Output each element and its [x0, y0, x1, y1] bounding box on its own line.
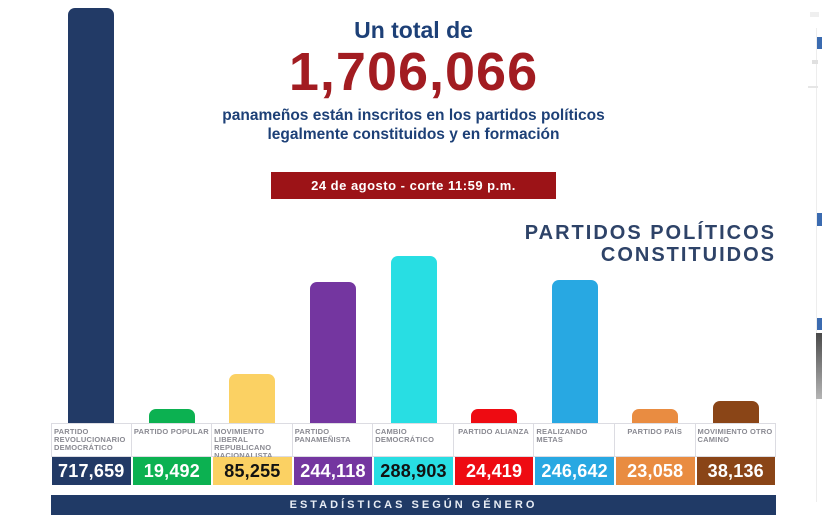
bar-area: [454, 0, 535, 423]
gender-stats-banner: ESTADÍSTICAS SEGÚN GÉNERO: [51, 495, 776, 515]
party-value: 23,058: [614, 457, 696, 485]
page-edge-blue-fragment: [817, 318, 822, 330]
header: Un total de 1,706,066 panameños están in…: [51, 0, 776, 199]
bar-area: [696, 0, 777, 423]
page-edge-blue-fragment: [817, 213, 822, 226]
party-name: PARTIDO PANAMEÑISTA: [294, 427, 351, 444]
party-column: CAMBIO DEMOCRÁTICO 288,903: [373, 0, 454, 485]
header-subtitle-line1: panameños están inscritos en los partido…: [222, 107, 605, 124]
party-name: PARTIDO POPULAR: [133, 427, 209, 436]
party-name: MOVIMIENTO LIBERAL REPUBLICANO NACIONALI…: [214, 427, 273, 460]
party-bar: [148, 409, 195, 423]
party-column: PARTIDO POPULAR 19,492: [131, 0, 213, 485]
party-name-cell: REALIZANDO METAS: [534, 423, 615, 457]
party-bar-chart: PARTIDO REVOLUCIONARIO DEMOCRÁTICO 717,65…: [51, 0, 777, 485]
party-column: PARTIDO ALIANZA 24,419: [453, 0, 535, 485]
header-subtitle-line2: legalmente constituidos y en formación: [267, 126, 560, 143]
page-edge-blue-fragment: [817, 37, 822, 49]
party-bar: [309, 282, 356, 423]
party-bar: [471, 409, 518, 423]
page-edge-artifact: [808, 86, 818, 88]
party-name-cell: PARTIDO ALIANZA: [453, 423, 535, 457]
header-subtitle: panameños están inscritos en los partido…: [51, 106, 776, 144]
header-intro: Un total de: [354, 17, 473, 43]
date-cutoff-badge: 24 de agosto - corte 11:59 p.m.: [271, 172, 556, 199]
party-bar: [68, 8, 115, 423]
party-name-cell: PARTIDO REVOLUCIONARIO DEMOCRÁTICO: [51, 423, 132, 457]
party-name: PARTIDO REVOLUCIONARIO DEMOCRÁTICO: [54, 427, 126, 452]
section-title: PARTIDOS POLÍTICOS CONSTITUIDOS: [525, 222, 776, 266]
total-registered-number: 1,706,066: [288, 42, 539, 102]
party-bar: [712, 401, 759, 423]
bar-area: [534, 0, 615, 423]
party-bar: [551, 280, 598, 423]
section-title-line1: PARTIDOS POLÍTICOS: [524, 222, 776, 244]
party-value: 19,492: [131, 457, 213, 485]
section-title-line2: CONSTITUIDOS: [600, 244, 776, 266]
party-name-cell: PARTIDO POPULAR: [131, 423, 213, 457]
bar-area: [373, 0, 454, 423]
page-edge-artifact: [810, 12, 819, 17]
party-name: CAMBIO DEMOCRÁTICO: [375, 427, 435, 444]
party-value: 288,903: [373, 457, 454, 485]
party-column: PARTIDO PAÍS 23,058: [614, 0, 696, 485]
party-value: 85,255: [212, 457, 293, 485]
party-name: MOVIMIENTO OTRO CAMINO: [697, 427, 773, 444]
bar-area: [212, 0, 293, 423]
party-bar: [390, 256, 437, 423]
party-column: PARTIDO PANAMEÑISTA 244,118: [292, 0, 374, 485]
party-name-cell: PARTIDO PAÍS: [614, 423, 696, 457]
party-bar: [229, 374, 276, 423]
bar-area: [132, 0, 213, 423]
party-value: 717,659: [51, 457, 132, 485]
party-name-cell: PARTIDO PANAMEÑISTA: [292, 423, 374, 457]
party-name-cell: CAMBIO DEMOCRÁTICO: [373, 423, 454, 457]
party-value: 244,118: [292, 457, 374, 485]
party-column: MOVIMIENTO OTRO CAMINO 38,136: [695, 0, 777, 485]
party-value: 246,642: [534, 457, 615, 485]
page-edge-divider: [816, 28, 817, 502]
party-name-cell: MOVIMIENTO OTRO CAMINO: [695, 423, 777, 457]
party-name: PARTIDO PAÍS: [627, 427, 683, 436]
party-name: PARTIDO ALIANZA: [458, 427, 530, 436]
party-column: REALIZANDO METAS 246,642: [534, 0, 615, 485]
page-edge-image-fragment: [816, 333, 822, 399]
party-bar: [632, 409, 679, 423]
party-column: MOVIMIENTO LIBERAL REPUBLICANO NACIONALI…: [212, 0, 293, 485]
bar-area: [293, 0, 374, 423]
bar-area: [51, 0, 132, 423]
party-value: 38,136: [695, 457, 777, 485]
party-column: PARTIDO REVOLUCIONARIO DEMOCRÁTICO 717,65…: [51, 0, 132, 485]
bar-area: [615, 0, 696, 423]
party-value: 24,419: [453, 457, 535, 485]
party-name-cell: MOVIMIENTO LIBERAL REPUBLICANO NACIONALI…: [212, 423, 293, 460]
party-name: REALIZANDO METAS: [536, 427, 588, 444]
page-edge-artifact: [812, 60, 818, 64]
